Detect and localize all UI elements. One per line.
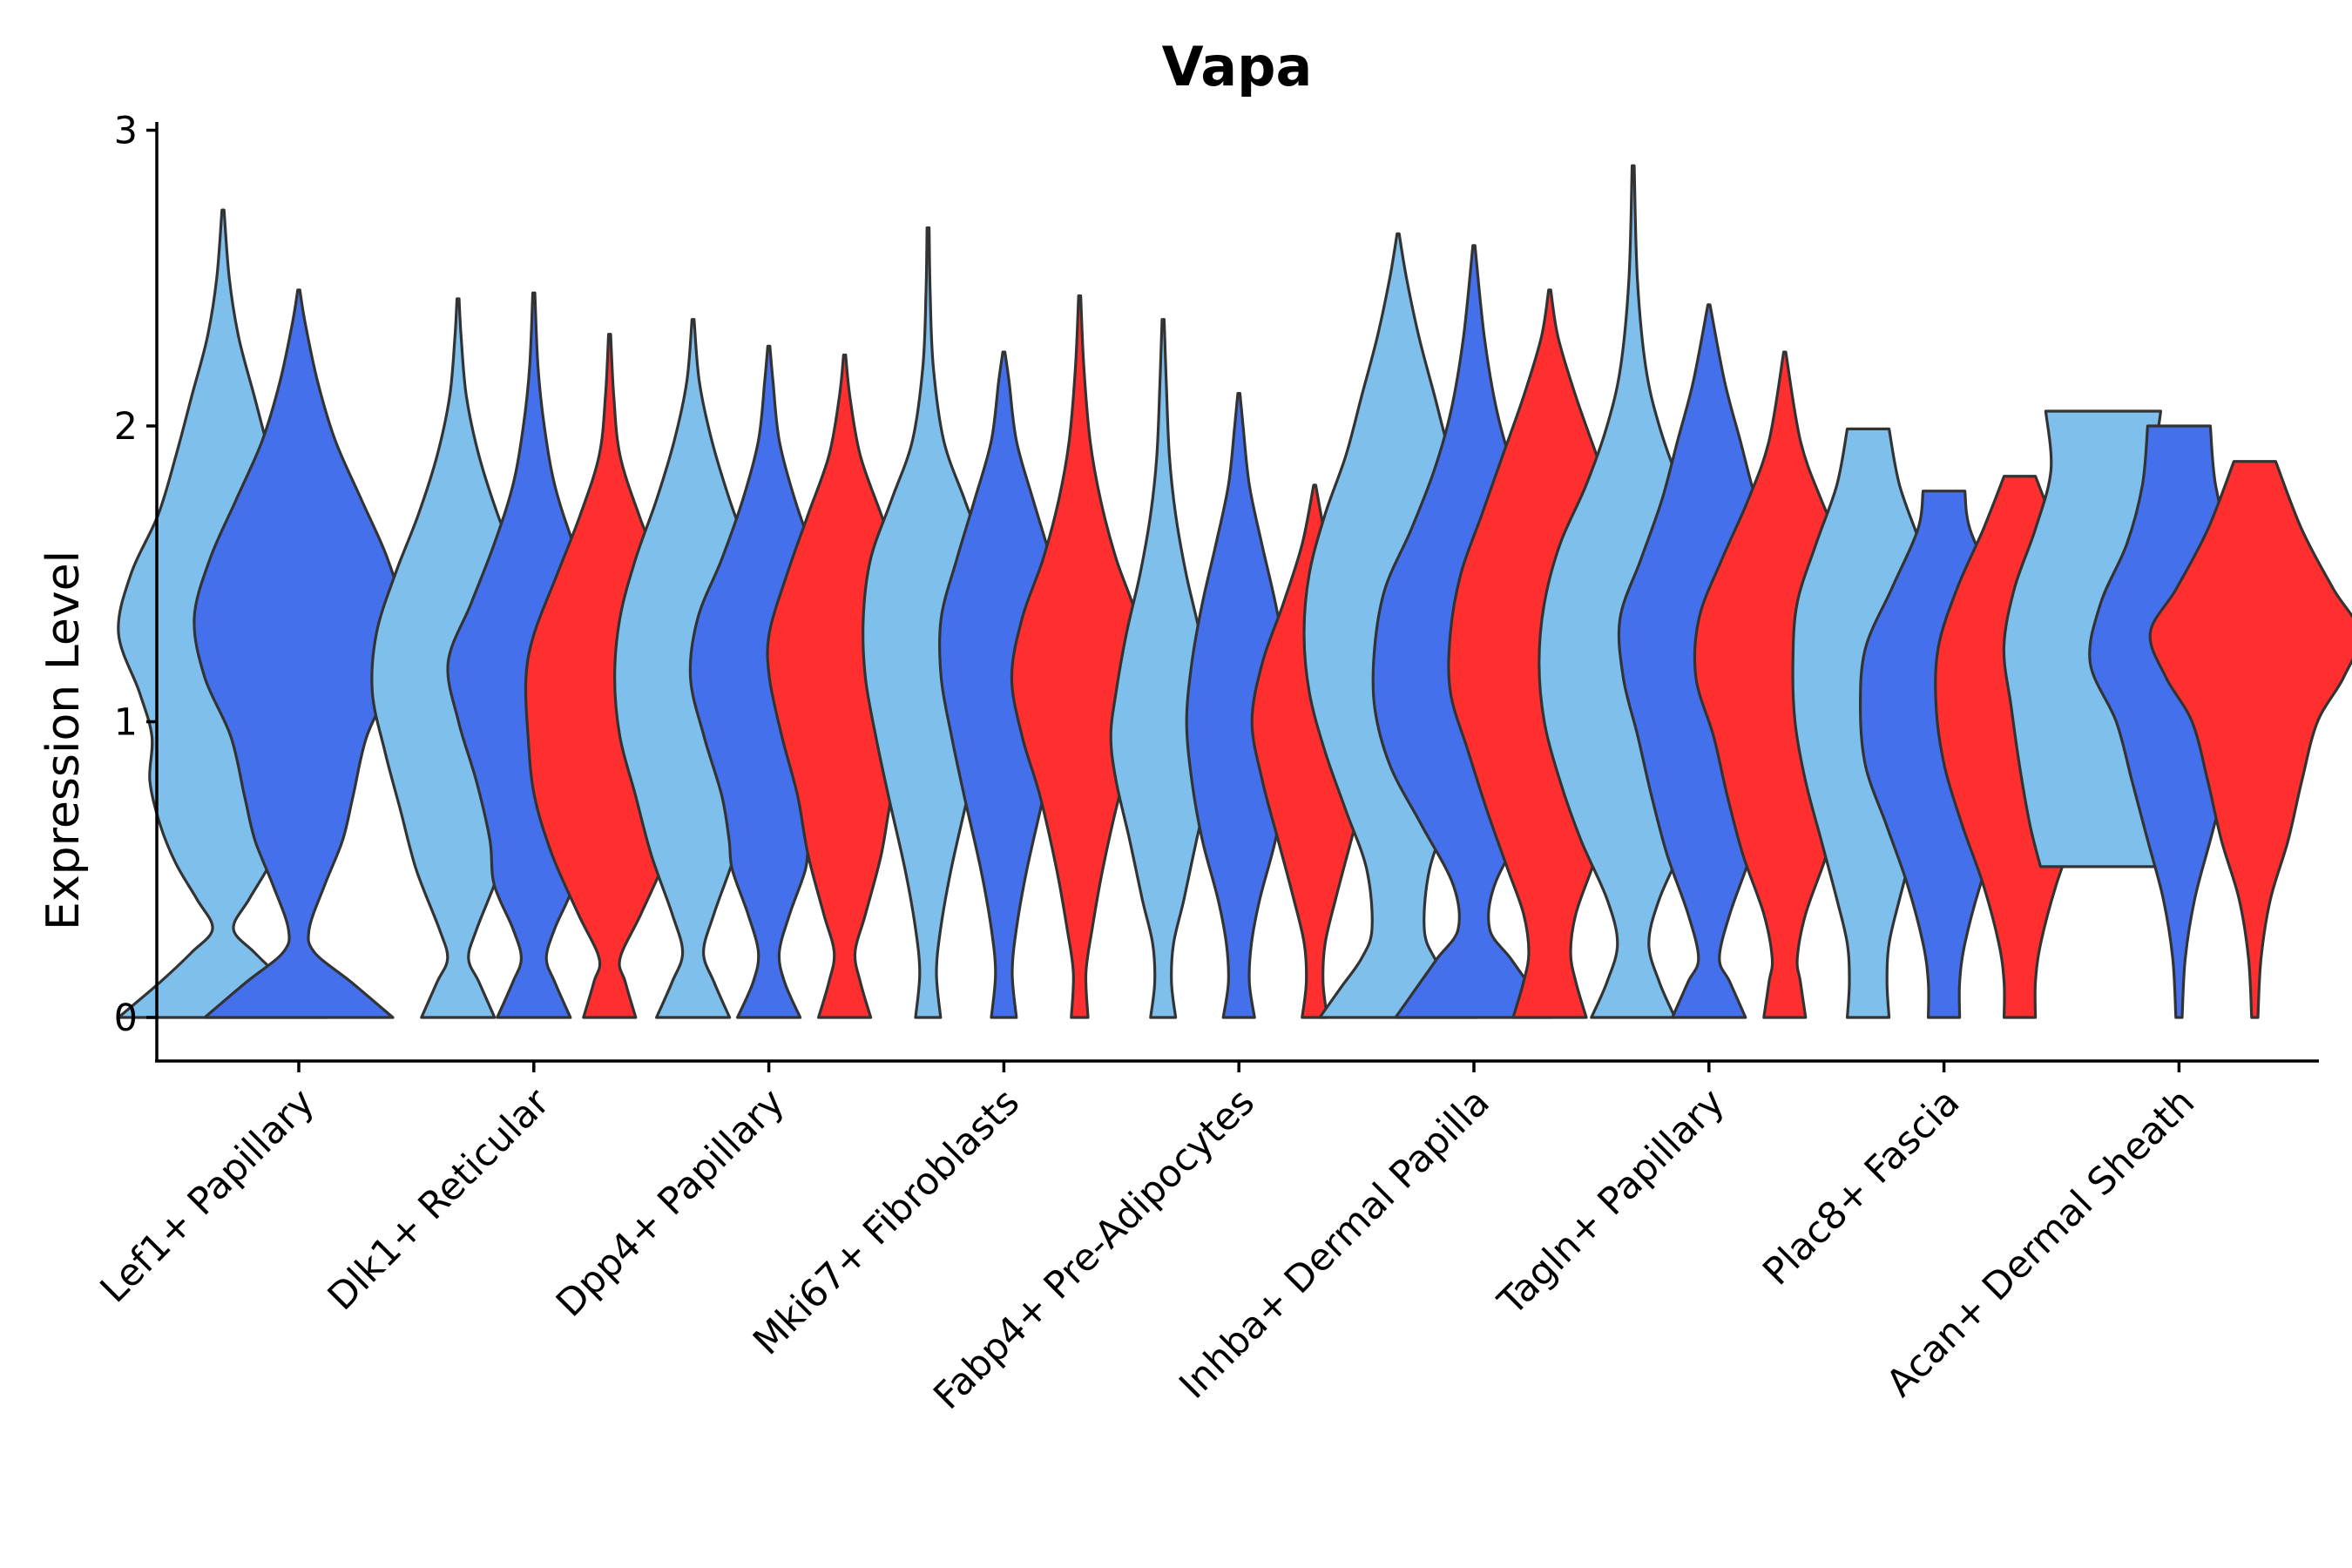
chart-title: Vapa [1162, 35, 1313, 98]
x-tick-label: Dpp4+ Papillary [548, 1080, 793, 1325]
y-tick-label: 2 [114, 405, 138, 449]
y-tick-label: 3 [114, 110, 138, 153]
x-tick-label: Tagln+ Papillary [1490, 1080, 1734, 1324]
y-tick-label: 1 [114, 701, 138, 745]
x-tick-label: Dlk1+ Reticular [320, 1080, 558, 1319]
y-tick-label: 0 [114, 997, 138, 1040]
x-tick-label: Lef1+ Papillary [92, 1080, 323, 1311]
violin-8-2 [2148, 460, 2352, 1019]
x-tick-label: Plac8+ Fascia [1754, 1080, 1968, 1294]
x-tick-label: Mki67+ Fibroblasts [745, 1080, 1028, 1363]
violin-layer [117, 164, 2352, 1019]
y-axis-ticks: 0 1 2 3 [114, 110, 157, 1040]
y-axis-title: Expression Level [37, 551, 90, 930]
violin-0-1 [193, 288, 405, 1019]
